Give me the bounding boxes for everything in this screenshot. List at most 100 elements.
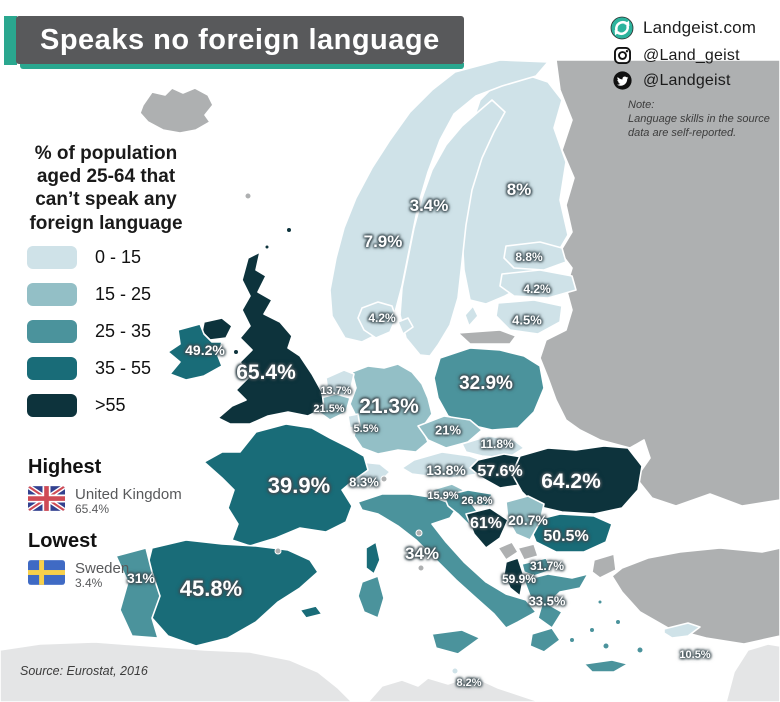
branding-site-row: Landgeist.com [610, 16, 756, 40]
legend-label-0: 0 - 15 [95, 246, 142, 267]
greek-island [602, 642, 610, 650]
branding-block: Landgeist.com @Land_geist @Landgeist [610, 16, 756, 96]
country-denmark [357, 301, 397, 339]
country-turkey [611, 547, 780, 645]
country-north-macedonia [521, 557, 553, 577]
land-levant [725, 643, 780, 702]
greek-island [636, 646, 644, 654]
country-bosnia [465, 507, 509, 549]
source-credit: Source: Eurostat, 2016 [20, 664, 148, 678]
microstate-dot [274, 547, 282, 555]
twitter-handle: @Landgeist [643, 71, 731, 89]
legend-swatch-1 [27, 282, 77, 306]
note-block: Note: Language skills in the source data… [628, 99, 778, 140]
country-germany [349, 363, 433, 455]
land-north-africa-west [0, 641, 353, 702]
country-poland [433, 347, 545, 431]
island-sardinia [357, 575, 385, 619]
country-cyprus [663, 622, 701, 639]
country-czechia [417, 415, 483, 449]
legend-row-1: 15 - 25 [27, 282, 198, 306]
country-faroe [244, 192, 252, 200]
lowest-value: 3.4% [75, 576, 103, 591]
island-crete [583, 659, 629, 673]
greek-island [597, 599, 603, 605]
island-balearic [299, 605, 323, 619]
country-iceland [139, 87, 214, 134]
greek-island [569, 637, 575, 643]
highlights-block: Highest United Kingdom 65.4% Lowest [28, 456, 182, 604]
country-finland [461, 73, 569, 305]
legend-swatch-2 [27, 319, 77, 343]
greek-island [589, 627, 595, 633]
twitter-icon [613, 71, 632, 90]
region-peloponnese [529, 627, 561, 653]
page-title: Speaks no foreign language [40, 23, 440, 56]
country-estonia [503, 241, 567, 271]
country-latvia [499, 269, 577, 299]
island-man [233, 349, 239, 355]
legend-row-4: >55 [27, 393, 198, 417]
microstate-dot [415, 529, 423, 537]
lowest-country: Sweden [75, 560, 130, 578]
lowest-heading: Lowest [28, 530, 97, 553]
island-orkney [264, 244, 270, 250]
country-france [203, 423, 369, 547]
microstate-dot [417, 564, 425, 572]
country-romania [511, 445, 643, 515]
legend-swatch-4 [27, 393, 77, 417]
country-kosovo [517, 543, 539, 561]
country-luxembourg [347, 413, 361, 429]
lowest-entry: Sweden 3.4% [28, 560, 182, 591]
highest-entry: United Kingdom 65.4% [28, 486, 182, 517]
island-gotland [464, 305, 479, 327]
instagram-icon [613, 46, 632, 65]
greek-island [615, 619, 621, 625]
country-malta [451, 667, 459, 675]
legend-rows: 0 - 15 15 - 25 25 - 35 35 - 55 >55 [14, 245, 198, 417]
banner-accent-bar [4, 16, 17, 65]
instagram-handle: @Land_geist [643, 46, 740, 64]
legend-label-4: >55 [95, 394, 126, 415]
island-corsica [365, 541, 381, 575]
country-russia-belarus-ukraine [539, 59, 780, 507]
country-greece [523, 573, 589, 629]
branding-twitter-row: @Landgeist [610, 71, 756, 90]
country-netherlands [325, 369, 355, 399]
country-ireland [167, 323, 223, 381]
country-turkey-thrace [591, 553, 617, 579]
country-norway [329, 59, 549, 343]
legend: % of population aged 25-64 that can’t sp… [14, 142, 198, 431]
highest-value: 65.4% [75, 502, 110, 517]
highest-heading: Highest [28, 456, 102, 478]
note-heading: Note: [628, 99, 655, 111]
legend-title: % of population aged 25-64 that can’t sp… [29, 143, 183, 234]
country-bulgaria [527, 513, 613, 553]
highest-country: United Kingdom [75, 486, 182, 503]
island-shetland [286, 227, 292, 233]
site-name: Landgeist.com [643, 18, 757, 37]
country-albania [503, 557, 525, 597]
island-sicily [431, 629, 481, 655]
country-united-kingdom [217, 251, 325, 425]
country-lithuania [495, 299, 563, 335]
title-banner: Speaks no foreign language [16, 16, 464, 64]
legend-row-2: 25 - 35 [27, 319, 198, 343]
country-slovakia [461, 435, 525, 459]
island-zealand [397, 317, 414, 335]
branding-instagram-row: @Land_geist [610, 46, 756, 65]
legend-label-2: 25 - 35 [95, 320, 152, 341]
region-kaliningrad [457, 329, 517, 345]
sweden-flag-icon [28, 560, 65, 585]
legend-label-1: 15 - 25 [95, 283, 152, 304]
legend-row-0: 0 - 15 [27, 245, 198, 269]
land-north-africa-east [367, 675, 541, 702]
country-serbia [505, 495, 545, 541]
banner-underline [20, 63, 464, 69]
microstate-dot [380, 475, 388, 483]
legend-row-3: 35 - 55 [27, 356, 198, 380]
uk-flag-icon [28, 486, 65, 511]
note-body: Language skills in the source data are s… [628, 112, 770, 139]
